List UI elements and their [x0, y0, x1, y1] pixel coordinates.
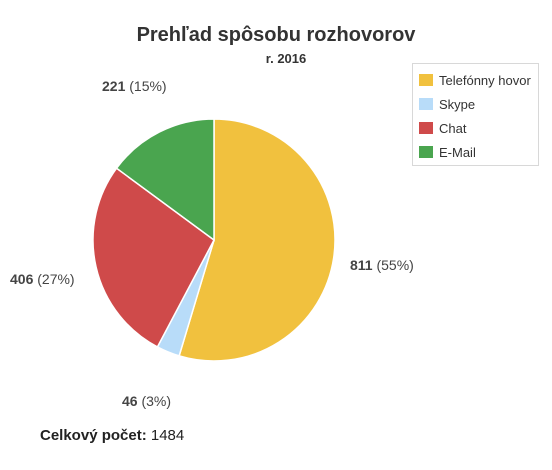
chart-subtitle: r. 2016 — [266, 51, 307, 66]
pie-label-chat: 406 (27%) — [10, 271, 75, 287]
total-count-label: Celkový počet: — [40, 427, 147, 444]
pie-label-e-mail: 221 (15%) — [102, 78, 167, 94]
pie-label-telef-nny-hovor: 811 (55%) — [350, 257, 414, 273]
chart-title: Prehľad spôsobu rozhovorov — [137, 24, 417, 46]
legend-item-skype[interactable]: Skype — [417, 92, 538, 116]
pie-slices — [92, 118, 336, 362]
legend-label: Skype — [439, 96, 476, 112]
pie-slice-e-mail[interactable] — [115, 118, 215, 242]
legend-swatch — [419, 74, 433, 86]
chart-legend: Telefónny hovor Skype Chat E-Mail — [412, 63, 539, 166]
pie-label-skype: 46 (3%) — [122, 393, 171, 409]
legend-label: Chat — [439, 120, 467, 136]
legend-label: Telefónny hovor — [439, 72, 531, 88]
legend-swatch — [419, 146, 433, 158]
total-count: Celkový počet: 1484 — [40, 427, 184, 444]
pie-slice-telef-nny-hovor[interactable] — [178, 118, 336, 362]
legend-item-telef-nny-hovor[interactable]: Telefónny hovor — [417, 68, 538, 92]
legend-item-e-mail[interactable]: E-Mail — [417, 140, 538, 164]
pie-labels: 811 (55%) 46 (3%) 406 (27%) 221 (15%) — [10, 78, 414, 409]
legend-item-chat[interactable]: Chat — [417, 116, 538, 140]
total-count-value: 1484 — [150, 427, 185, 444]
legend-label: E-Mail — [439, 144, 476, 160]
pie-slice-chat[interactable] — [92, 167, 215, 348]
legend-swatch — [419, 98, 433, 110]
legend-swatch — [419, 122, 433, 134]
